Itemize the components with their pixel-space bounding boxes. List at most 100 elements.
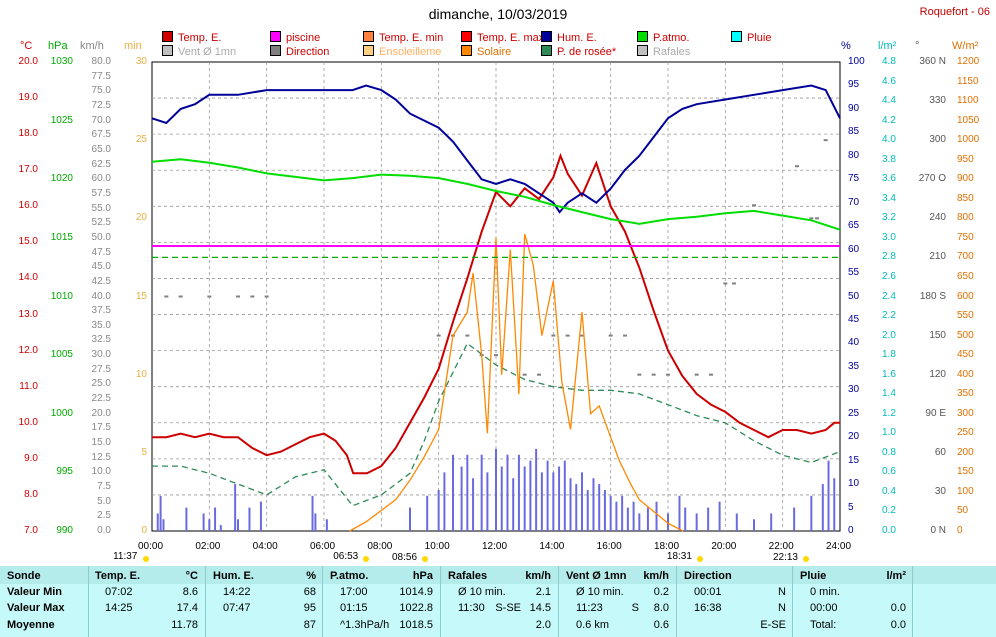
sun-icon xyxy=(421,556,428,562)
tick-time: 22:00 xyxy=(768,541,794,552)
tick-wind: 10.0 xyxy=(91,466,111,478)
tick-humidity: 40 xyxy=(848,337,860,349)
legend-swatch xyxy=(461,31,472,42)
summary-value-vent: 8.0 xyxy=(653,602,669,614)
tick-wind: 47.5 xyxy=(91,246,111,258)
direction-dot xyxy=(236,295,240,298)
tick-solar: 100 xyxy=(957,485,974,497)
summary-value-patmo: 1022.8 xyxy=(399,602,433,614)
unit-temp: °C xyxy=(20,40,33,52)
tick-wind: 17.5 xyxy=(91,422,111,434)
tick-rain: 2.8 xyxy=(882,251,896,263)
tick-solar: 650 xyxy=(957,270,974,282)
legend-ensoleillement: Ensoleilleme xyxy=(363,45,441,58)
tick-humidity: 10 xyxy=(848,478,860,490)
unit-humidity: % xyxy=(841,40,851,52)
direction-dot xyxy=(537,373,541,376)
summary-header-vent: Vent Ø 1mn xyxy=(566,570,627,582)
sun-icon xyxy=(143,556,150,562)
tick-rain: 0.0 xyxy=(882,525,896,536)
tick-rain: 2.4 xyxy=(882,290,896,302)
tick-wind: 42.5 xyxy=(91,275,111,287)
tick-wind: 27.5 xyxy=(91,363,111,375)
tick-wind: 65.0 xyxy=(91,143,111,155)
unit-solar: W/m² xyxy=(952,40,979,52)
tick-minutes: 25 xyxy=(135,134,147,146)
summary-header-temp: Temp. E. xyxy=(95,570,141,582)
station-name[interactable]: Roquefort - 06 xyxy=(919,6,990,18)
legend-pluie: Pluie xyxy=(731,31,771,44)
tick-humidity: 95 xyxy=(848,79,860,91)
tick-time: 02:00 xyxy=(195,541,221,552)
tick-time: 18:00 xyxy=(654,541,680,552)
legend-swatch xyxy=(541,31,552,42)
tick-temp: 11.0 xyxy=(19,380,38,392)
legend-swatch xyxy=(270,31,281,42)
tick-rain: 2.2 xyxy=(882,310,896,322)
series-solaire xyxy=(349,233,684,532)
tick-direction: 330 xyxy=(929,95,946,107)
tick-solar: 700 xyxy=(957,251,974,263)
summary-time-hum: 14:22 xyxy=(223,586,251,598)
tick-rain: 4.4 xyxy=(882,95,896,107)
tick-wind: 67.5 xyxy=(91,129,111,141)
legend-temp-min: Temp. E. min xyxy=(363,31,443,44)
tick-wind: 70.0 xyxy=(91,114,111,126)
tick-humidity: 15 xyxy=(848,454,860,466)
tick-solar: 750 xyxy=(957,231,974,243)
tick-temp: 18.0 xyxy=(18,128,38,140)
direction-dot xyxy=(608,334,613,337)
summary-time-direction: 16:38 xyxy=(694,602,722,614)
summary-value-direction: N xyxy=(778,602,786,614)
legend-label: Solaire xyxy=(477,46,512,58)
tick-pressure: 1000 xyxy=(50,407,73,419)
tick-pressure: 990 xyxy=(56,525,73,536)
tick-humidity: 70 xyxy=(848,196,860,208)
tick-solar: 200 xyxy=(957,446,974,458)
summary-header-sonde: Sonde xyxy=(7,570,41,582)
summary-divider xyxy=(205,566,206,637)
weather-chart xyxy=(151,61,841,532)
tick-humidity: 90 xyxy=(848,102,860,114)
legend-rafales: Rafales xyxy=(637,45,690,58)
summary-divider xyxy=(676,566,677,637)
summary-time-pluie: Total: xyxy=(810,619,837,631)
tick-minutes: 10 xyxy=(135,368,147,380)
tick-pressure: 1010 xyxy=(50,290,73,302)
tick-rain: 1.2 xyxy=(882,407,896,419)
tick-solar: 50 xyxy=(957,505,969,517)
summary-value-temp: 17.4 xyxy=(176,602,198,614)
direction-dot xyxy=(823,139,828,142)
tick-solar: 550 xyxy=(957,310,974,322)
summary-dir-vent: S xyxy=(631,602,639,614)
tick-temp: 14.0 xyxy=(18,272,38,284)
chart-title: dimanche, 10/03/2019 xyxy=(428,6,568,22)
direction-dot xyxy=(637,373,642,376)
summary-time-temp: 07:02 xyxy=(105,586,133,598)
tick-pressure: 1025 xyxy=(50,114,73,126)
tick-temp: 19.0 xyxy=(18,92,38,104)
summary-value-rafales: 2.0 xyxy=(535,619,551,631)
tick-solar: 600 xyxy=(957,290,974,302)
tick-direction: 270 O xyxy=(918,173,946,185)
tick-time: 08:00 xyxy=(367,541,393,552)
summary-time-rafales: Ø 10 min. xyxy=(458,586,506,598)
tick-humidity: 85 xyxy=(848,126,860,138)
summary-time-hum: 07:47 xyxy=(223,602,251,614)
direction-dot xyxy=(250,295,255,298)
tick-time: 00:00 xyxy=(138,541,164,552)
tick-wind: 40.0 xyxy=(91,290,111,302)
summary-time-vent: 0.6 km xyxy=(576,619,610,631)
summary-unit-patmo: hPa xyxy=(412,570,433,582)
tick-minutes: 5 xyxy=(141,446,147,458)
tick-solar: 900 xyxy=(957,173,974,185)
tick-wind: 35.0 xyxy=(91,319,111,331)
tick-humidity: 5 xyxy=(848,501,854,513)
direction-dot xyxy=(522,373,527,376)
summary-time-pluie: 0 min. xyxy=(810,586,840,598)
tick-time: 04:00 xyxy=(252,541,278,552)
summary-value-pluie: 0.0 xyxy=(890,602,906,614)
tick-solar: 1200 xyxy=(957,56,980,67)
tick-wind: 25.0 xyxy=(91,378,111,390)
series-p-de-ros-e xyxy=(152,342,841,507)
